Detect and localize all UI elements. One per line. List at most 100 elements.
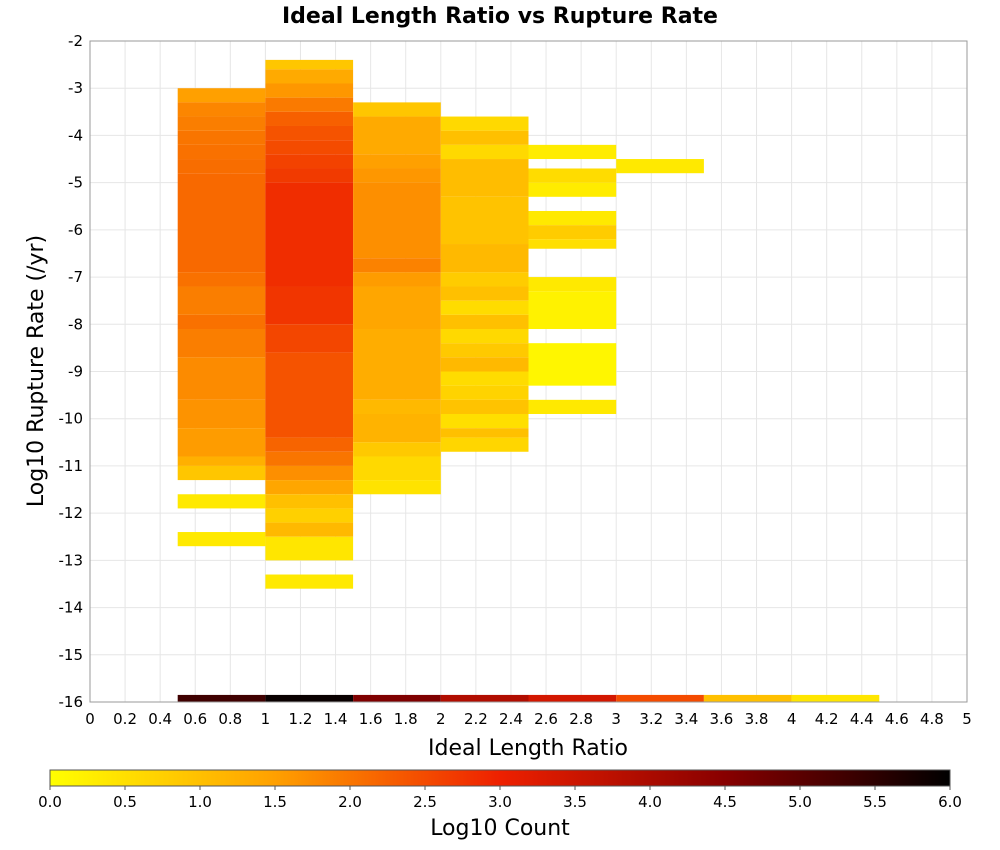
bottom-strip-cell xyxy=(177,694,266,702)
x-tick-label: 0.4 xyxy=(148,710,172,728)
x-tick-label: 5 xyxy=(962,710,972,728)
x-tick-label: 0.8 xyxy=(218,710,242,728)
heatmap-cell xyxy=(265,451,354,466)
colorbar-label: Log10 Count xyxy=(430,816,570,841)
heatmap-cell xyxy=(265,97,354,112)
heatmap-cell xyxy=(440,385,529,400)
heatmap-cell xyxy=(353,456,441,481)
heatmap-cell xyxy=(265,286,354,325)
heatmap-cell xyxy=(353,442,441,457)
heatmap-cell xyxy=(528,225,617,240)
heatmap-cell xyxy=(353,182,441,259)
heatmap-cell xyxy=(177,532,266,547)
heatmap-cell xyxy=(440,244,529,273)
heatmap-cell xyxy=(265,494,354,509)
heatmap-cell xyxy=(265,508,354,523)
heatmap-cell xyxy=(265,437,354,452)
bottom-strip-cell xyxy=(440,694,529,702)
heatmap-cell xyxy=(177,144,266,160)
y-tick-label: -3 xyxy=(68,79,83,97)
heatmap-cell xyxy=(440,399,529,414)
x-tick-label: 4.6 xyxy=(885,710,909,728)
x-tick-label: 2.6 xyxy=(534,710,558,728)
heatmap-cell xyxy=(177,314,266,330)
heatmap-cell xyxy=(177,286,266,315)
bottom-strip-cell xyxy=(616,694,704,702)
y-axis-label: Log10 Rupture Rate (/yr) xyxy=(24,235,49,507)
x-axis-label: Ideal Length Ratio xyxy=(428,736,628,761)
heatmap-cell xyxy=(440,314,529,330)
heatmap-cell xyxy=(177,116,266,131)
colorbar-tick-labels: 0.0 0.5 1.0 1.5 2.0 2.5 3.0 3.5 4.0 4.5 5.0 5.5 6.0 xyxy=(38,786,962,811)
colorbar-tick-label: 4.5 xyxy=(713,793,737,811)
y-tick-label: -12 xyxy=(59,504,84,522)
plot-area-frame xyxy=(89,40,968,703)
y-tick-label: -11 xyxy=(59,457,84,475)
x-tick-label: 4 xyxy=(787,710,797,728)
heatmap-cell xyxy=(440,428,529,438)
y-tick-label: -13 xyxy=(59,551,84,569)
heatmap-cell xyxy=(528,144,617,160)
colorbar-tick-label: 3.5 xyxy=(563,793,587,811)
heatmap-cell xyxy=(353,399,441,414)
x-tick-label: 0.6 xyxy=(183,710,207,728)
x-tick-label: 2 xyxy=(436,710,446,728)
heatmap-cell xyxy=(440,300,529,315)
heatmap-cell xyxy=(440,437,529,452)
colorbar xyxy=(49,769,951,787)
x-tick-label: 3.8 xyxy=(745,710,769,728)
colorbar-tick-label: 6.0 xyxy=(938,793,962,811)
colorbar-tick-label: 1.5 xyxy=(263,793,287,811)
x-tick-label: 3.4 xyxy=(674,710,698,728)
heatmap-cell xyxy=(265,324,354,353)
heatmap-cell xyxy=(528,182,617,197)
heatmap-cell xyxy=(440,196,529,245)
heatmap-cell xyxy=(265,140,354,155)
heatmap-cell xyxy=(440,371,529,386)
heatmap-cell xyxy=(528,239,617,249)
heatmap-cell xyxy=(265,352,354,438)
x-tick-labels: 0 0.2 0.4 0.6 0.8 1 1.2 1.4 1.6 1.8 2 2.2 2.4 2.6 2.8 3… xyxy=(85,710,972,728)
bottom-strip-cell xyxy=(353,694,441,702)
y-tick-label: -14 xyxy=(59,599,84,617)
x-tick-label: 2.4 xyxy=(499,710,523,728)
colorbar-tick-label: 3.0 xyxy=(488,793,512,811)
y-tick-label: -6 xyxy=(68,221,83,239)
heatmap-cell xyxy=(177,428,266,457)
heatmap-cell xyxy=(528,399,617,414)
colorbar-tick-label: 4.0 xyxy=(638,793,662,811)
heatmap-cell xyxy=(177,494,266,509)
heatmap-cell xyxy=(353,258,441,273)
heatmap-cell xyxy=(353,413,441,443)
y-tick-label: -5 xyxy=(68,174,83,192)
heatmap-cell xyxy=(177,272,266,287)
heatmap-cell xyxy=(440,130,529,145)
heatmap-cell xyxy=(265,168,354,183)
heatmap-cell xyxy=(265,536,354,561)
heatmap-cell xyxy=(353,154,441,169)
heatmap-cell xyxy=(353,329,441,400)
heatmap-cell xyxy=(528,343,617,386)
x-tick-label: 3.6 xyxy=(710,710,734,728)
heatmap-cell xyxy=(265,522,354,537)
heatmap-cell xyxy=(528,168,617,183)
heatmap-cell xyxy=(440,413,529,429)
heatmap-cell xyxy=(528,210,617,226)
heatmap-cell xyxy=(177,329,266,358)
heatmap-cell xyxy=(528,291,617,330)
colorbar-tick-label: 0.0 xyxy=(38,793,62,811)
heatmap-cell xyxy=(265,154,354,169)
heatmap-cell xyxy=(353,116,441,155)
y-tick-label: -15 xyxy=(59,646,84,664)
colorbar-tick-label: 0.5 xyxy=(113,793,137,811)
heatmap-cell xyxy=(177,456,266,466)
heatmap-cell xyxy=(177,102,266,117)
x-tick-label: 4.2 xyxy=(815,710,839,728)
heatmap-cell xyxy=(265,83,354,98)
y-tick-label: -7 xyxy=(68,268,83,286)
heatmap-cell xyxy=(353,480,441,495)
heatmap-cell xyxy=(265,182,354,287)
y-tick-label: -10 xyxy=(59,410,84,428)
bottom-strip-cell xyxy=(703,694,792,702)
